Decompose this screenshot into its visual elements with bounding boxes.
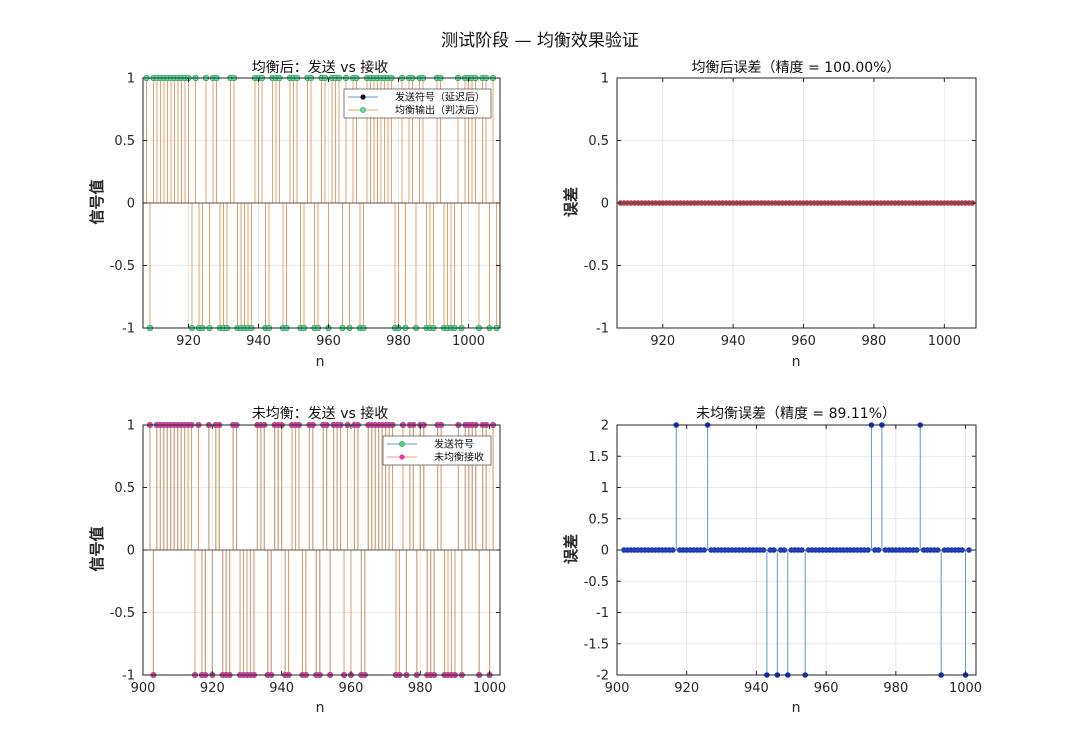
legend-label: 未均衡接收 bbox=[434, 451, 484, 464]
panel-title: 未均衡误差（精度 = 89.11%） bbox=[696, 406, 896, 422]
legend-label: 发送符号（延迟后） bbox=[395, 91, 485, 104]
x-tick-label: 1000 bbox=[928, 334, 961, 349]
x-tick-label: 940 bbox=[744, 681, 769, 696]
panel-title: 均衡后误差（精度 = 100.00%） bbox=[692, 60, 901, 76]
panel-raw-error: 900 920 940 960 980 1000 2 1.5 1 0.5 0 -0.5 -1 -1.5 -2… bbox=[562, 406, 982, 716]
y-tick-label: 0.5 bbox=[114, 134, 135, 149]
x-tick-label: 920 bbox=[674, 681, 699, 696]
x-tick-label: 900 bbox=[605, 681, 630, 696]
x-tick-label: 940 bbox=[269, 681, 294, 696]
panel-title: 均衡后：发送 vs 接收 bbox=[252, 59, 388, 76]
x-tick-label: 1000 bbox=[949, 681, 982, 696]
x-tick-label: 960 bbox=[814, 681, 839, 696]
x-tick-label: 980 bbox=[862, 334, 887, 349]
y-tick-label: 0 bbox=[127, 544, 135, 559]
plot-eq-error: 920 940 960 980 1000 1 0.5 0 -0.5 -1 bbox=[584, 72, 977, 349]
y-tick-label: 1 bbox=[127, 419, 135, 434]
x-tick-label: 920 bbox=[176, 334, 201, 349]
x-tick-label: 960 bbox=[339, 681, 364, 696]
legend-label: 均衡输出（判决后） bbox=[395, 104, 485, 117]
legend-marker-black bbox=[360, 94, 366, 100]
plot-raw-error: 900 920 940 960 980 1000 2 1.5 1 0.5 0 -0.5 -1 -1.5 -2 bbox=[584, 419, 982, 697]
legend-marker-teal bbox=[360, 107, 366, 113]
x-axis-label: n bbox=[316, 354, 325, 370]
x-tick-label: 980 bbox=[408, 681, 433, 696]
legend-marker-green bbox=[399, 441, 405, 447]
x-tick-label: 920 bbox=[200, 681, 225, 696]
x-tick-label: 960 bbox=[316, 334, 341, 349]
y-tick-label: 1 bbox=[127, 72, 135, 87]
y-tick-label: 0 bbox=[601, 197, 609, 212]
x-tick-label: 980 bbox=[883, 681, 908, 696]
legend-marker-pink bbox=[399, 454, 405, 460]
y-tick-label: -1.5 bbox=[584, 637, 609, 652]
y-axis-label: 误差 bbox=[562, 534, 580, 564]
legend-label: 发送符号 bbox=[434, 438, 474, 451]
y-tick-label: 0 bbox=[601, 544, 609, 559]
x-tick-label: 1000 bbox=[452, 334, 485, 349]
x-tick-label: 1000 bbox=[473, 681, 506, 696]
x-tick-label: 940 bbox=[246, 334, 271, 349]
y-tick-label: -0.5 bbox=[584, 575, 609, 590]
x-tick-label: 940 bbox=[721, 334, 746, 349]
y-tick-label: -2 bbox=[596, 669, 609, 684]
y-axis-label: 信号值 bbox=[88, 179, 106, 224]
y-tick-label: 0.5 bbox=[588, 134, 609, 149]
panel-raw-compare: 900 920 940 960 980 1000 1 0.5 0 -0.5 -1 未均衡：发送 vs… bbox=[88, 405, 506, 716]
x-tick-label: 920 bbox=[650, 334, 675, 349]
panel-title: 未均衡：发送 vs 接收 bbox=[252, 405, 388, 422]
y-tick-label: -1 bbox=[122, 322, 135, 337]
y-tick-label: 1 bbox=[601, 481, 609, 496]
y-tick-label: 2 bbox=[601, 419, 609, 434]
y-tick-label: -0.5 bbox=[110, 606, 135, 621]
x-axis-label: n bbox=[792, 354, 801, 370]
y-tick-label: 0.5 bbox=[588, 512, 609, 527]
x-axis-label: n bbox=[792, 700, 801, 716]
y-tick-label: -0.5 bbox=[584, 259, 609, 274]
y-tick-label: 1.5 bbox=[588, 450, 609, 465]
figure-title: 测试阶段 — 均衡效果验证 bbox=[441, 31, 639, 51]
x-tick-label: 980 bbox=[386, 334, 411, 349]
y-tick-label: 0 bbox=[127, 197, 135, 212]
y-axis-label: 误差 bbox=[562, 187, 580, 217]
y-tick-label: -1 bbox=[596, 606, 609, 621]
legend: 发送符号（延迟后） 均衡输出（判决后） bbox=[343, 88, 492, 119]
y-axis-label: 信号值 bbox=[88, 526, 106, 571]
y-tick-label: 0.5 bbox=[114, 481, 135, 496]
panel-eq-error: 920 940 960 980 1000 1 0.5 0 -0.5 -1 均衡后误差（精度 = 1… bbox=[562, 60, 977, 370]
panel-eq-compare: 920 940 960 980 1000 1 0.5 0 -0.5 -1 均衡后：发送 vs 接收… bbox=[88, 59, 501, 370]
y-tick-label: 1 bbox=[601, 72, 609, 87]
x-tick-label: 900 bbox=[131, 681, 156, 696]
x-tick-label: 960 bbox=[791, 334, 816, 349]
y-tick-label: -1 bbox=[122, 669, 135, 684]
y-tick-label: -0.5 bbox=[110, 259, 135, 274]
plot-raw-compare: 900 920 940 960 980 1000 1 0.5 0 -0.5 -1 bbox=[110, 419, 507, 697]
y-tick-label: -1 bbox=[596, 322, 609, 337]
x-axis-label: n bbox=[316, 700, 325, 716]
legend: 发送符号 未均衡接收 bbox=[382, 435, 492, 466]
